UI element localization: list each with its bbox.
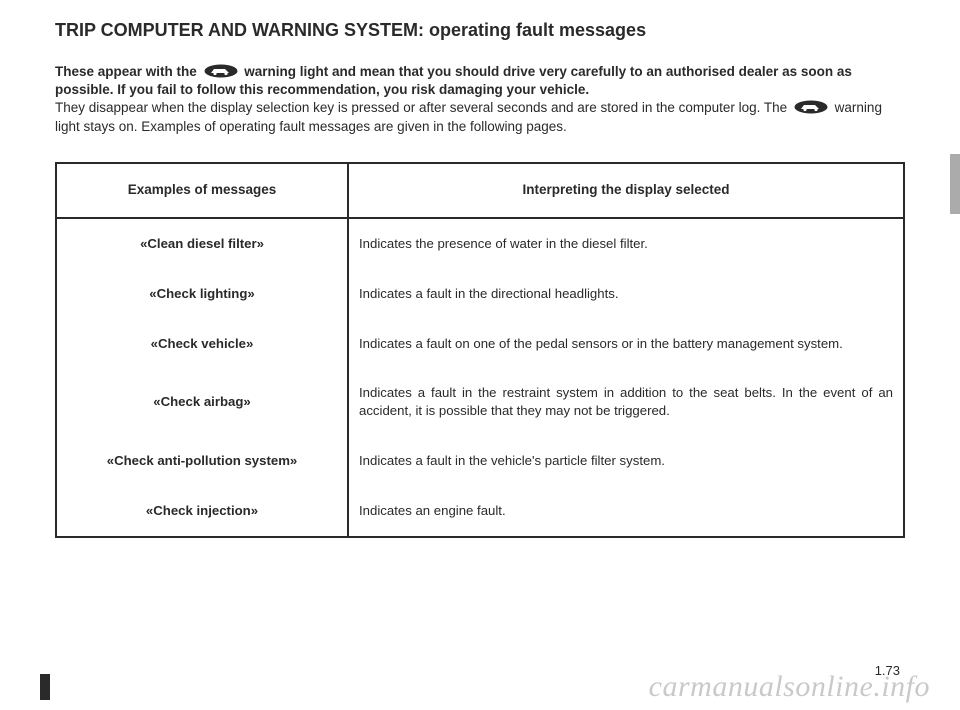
- description-cell: Indicates a fault in the directional hea…: [349, 269, 903, 319]
- page-title: TRIP COMPUTER AND WARNING SYSTEM: operat…: [55, 20, 905, 41]
- messages-table: Examples of messages Interpreting the di…: [55, 162, 905, 538]
- message-cell: «Check injection»: [57, 486, 349, 536]
- intro-paragraph: These appear with the warning light and …: [55, 63, 905, 136]
- description-cell: Indicates a fault in the restraint syste…: [349, 368, 903, 436]
- message-cell: «Check anti-pollution system»: [57, 436, 349, 486]
- table-header-left: Examples of messages: [57, 164, 349, 217]
- message-cell: «Check vehicle»: [57, 319, 349, 369]
- message-cell: «Clean diesel filter»: [57, 219, 349, 269]
- intro-bold-pre: These appear with the: [55, 64, 201, 79]
- watermark: carmanualsonline.info: [649, 670, 930, 704]
- description-cell: Indicates an engine fault.: [349, 486, 903, 536]
- table-header-right: Interpreting the display selected: [349, 164, 903, 217]
- footer-mark: [40, 674, 50, 700]
- car-warning-icon: [204, 64, 238, 78]
- message-cell: «Check lighting»: [57, 269, 349, 319]
- message-cell: «Check airbag»: [57, 368, 349, 436]
- table-body: «Clean diesel filter» Indicates the pres…: [57, 219, 903, 536]
- description-cell: Indicates a fault on one of the pedal se…: [349, 319, 903, 369]
- table-row: «Check injection» Indicates an engine fa…: [57, 486, 903, 536]
- table-row: «Check vehicle» Indicates a fault on one…: [57, 319, 903, 369]
- table-row: «Check anti-pollution system» Indicates …: [57, 436, 903, 486]
- intro-normal-pre: They disappear when the display selectio…: [55, 100, 791, 115]
- description-cell: Indicates the presence of water in the d…: [349, 219, 903, 269]
- section-tab: [950, 154, 960, 214]
- table-row: «Check lighting» Indicates a fault in th…: [57, 269, 903, 319]
- table-row: «Clean diesel filter» Indicates the pres…: [57, 219, 903, 269]
- car-warning-icon: [794, 100, 828, 114]
- description-cell: Indicates a fault in the vehicle's parti…: [349, 436, 903, 486]
- table-row: «Check airbag» Indicates a fault in the …: [57, 368, 903, 436]
- page-content: TRIP COMPUTER AND WARNING SYSTEM: operat…: [55, 20, 905, 538]
- table-header-row: Examples of messages Interpreting the di…: [57, 164, 903, 219]
